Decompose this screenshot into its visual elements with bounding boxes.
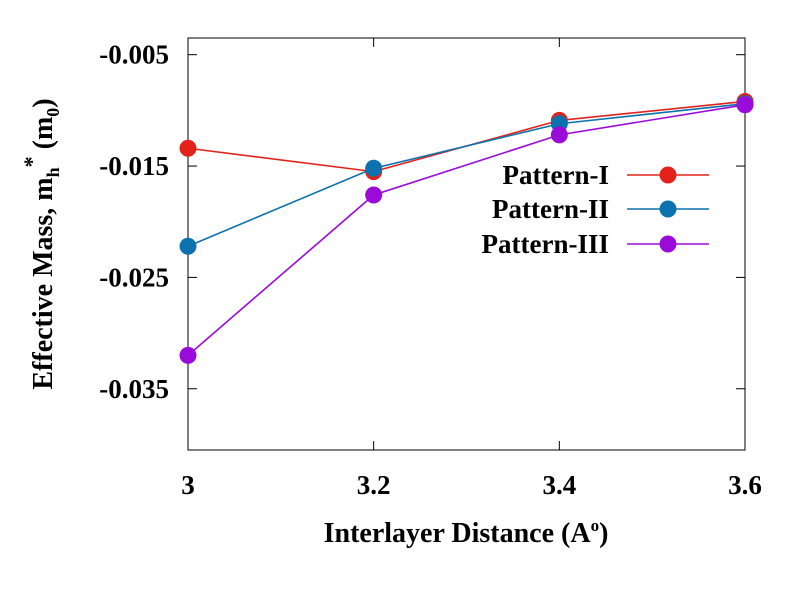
legend-entry: Pattern-I <box>503 160 709 190</box>
data-point <box>736 96 754 114</box>
series-layer <box>179 92 754 364</box>
data-point <box>179 346 197 364</box>
ticks: -0.005 -0.015 -0.025 -0.035 3 3.2 3.4 3.6 <box>99 38 762 500</box>
x-axis-title-close: ) <box>599 518 608 549</box>
legend-label: Pattern-II <box>492 194 609 224</box>
y-axis-title-sup-star: * <box>19 156 44 167</box>
legend-marker <box>659 200 677 218</box>
x-tick-label: 3.6 <box>728 470 762 500</box>
data-point <box>179 139 197 157</box>
y-axis-title-close: ) <box>28 98 59 107</box>
y-axis-title: Effective Mass, mh* (m0) <box>19 98 63 389</box>
legend-label: Pattern-III <box>482 229 609 259</box>
y-axis-title-main: Effective Mass, m <box>28 177 59 389</box>
series-line <box>187 104 746 356</box>
legend-marker <box>659 166 677 184</box>
series-3 <box>179 96 754 364</box>
data-point <box>550 126 568 144</box>
y-tick-label: -0.025 <box>99 262 169 292</box>
data-point <box>179 237 197 255</box>
y-tick-label: -0.015 <box>99 151 169 181</box>
y-tick-label: -0.005 <box>99 40 169 70</box>
x-axis-title-main: Interlayer Distance (A <box>324 518 592 549</box>
y-tick-label: -0.035 <box>99 374 169 404</box>
data-point <box>365 159 383 177</box>
x-axis-title: Interlayer Distance (Ao) <box>324 516 609 549</box>
legend-marker <box>659 235 677 253</box>
y-axis-title-m0-open: (m <box>28 117 59 157</box>
x-tick-label: 3.4 <box>542 470 576 500</box>
legend-label: Pattern-I <box>503 160 609 190</box>
legend-entry: Pattern-II <box>492 194 709 224</box>
series-line <box>187 102 746 247</box>
data-point <box>365 186 383 204</box>
x-tick-label: 3.2 <box>357 470 391 500</box>
legend-entry: Pattern-III <box>482 229 709 259</box>
y-axis-title-sub-0: 0 <box>43 108 63 117</box>
legend: Pattern-I Pattern-II Pattern-III <box>482 160 709 259</box>
x-tick-label: 3 <box>181 470 195 500</box>
y-axis-title-sub-h: h <box>43 167 63 177</box>
x-axis-title-sup: o <box>591 516 600 535</box>
